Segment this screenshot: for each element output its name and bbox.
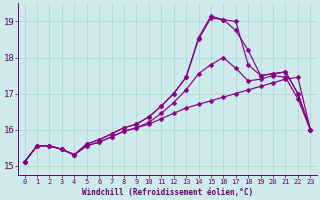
X-axis label: Windchill (Refroidissement éolien,°C): Windchill (Refroidissement éolien,°C): [82, 188, 253, 197]
